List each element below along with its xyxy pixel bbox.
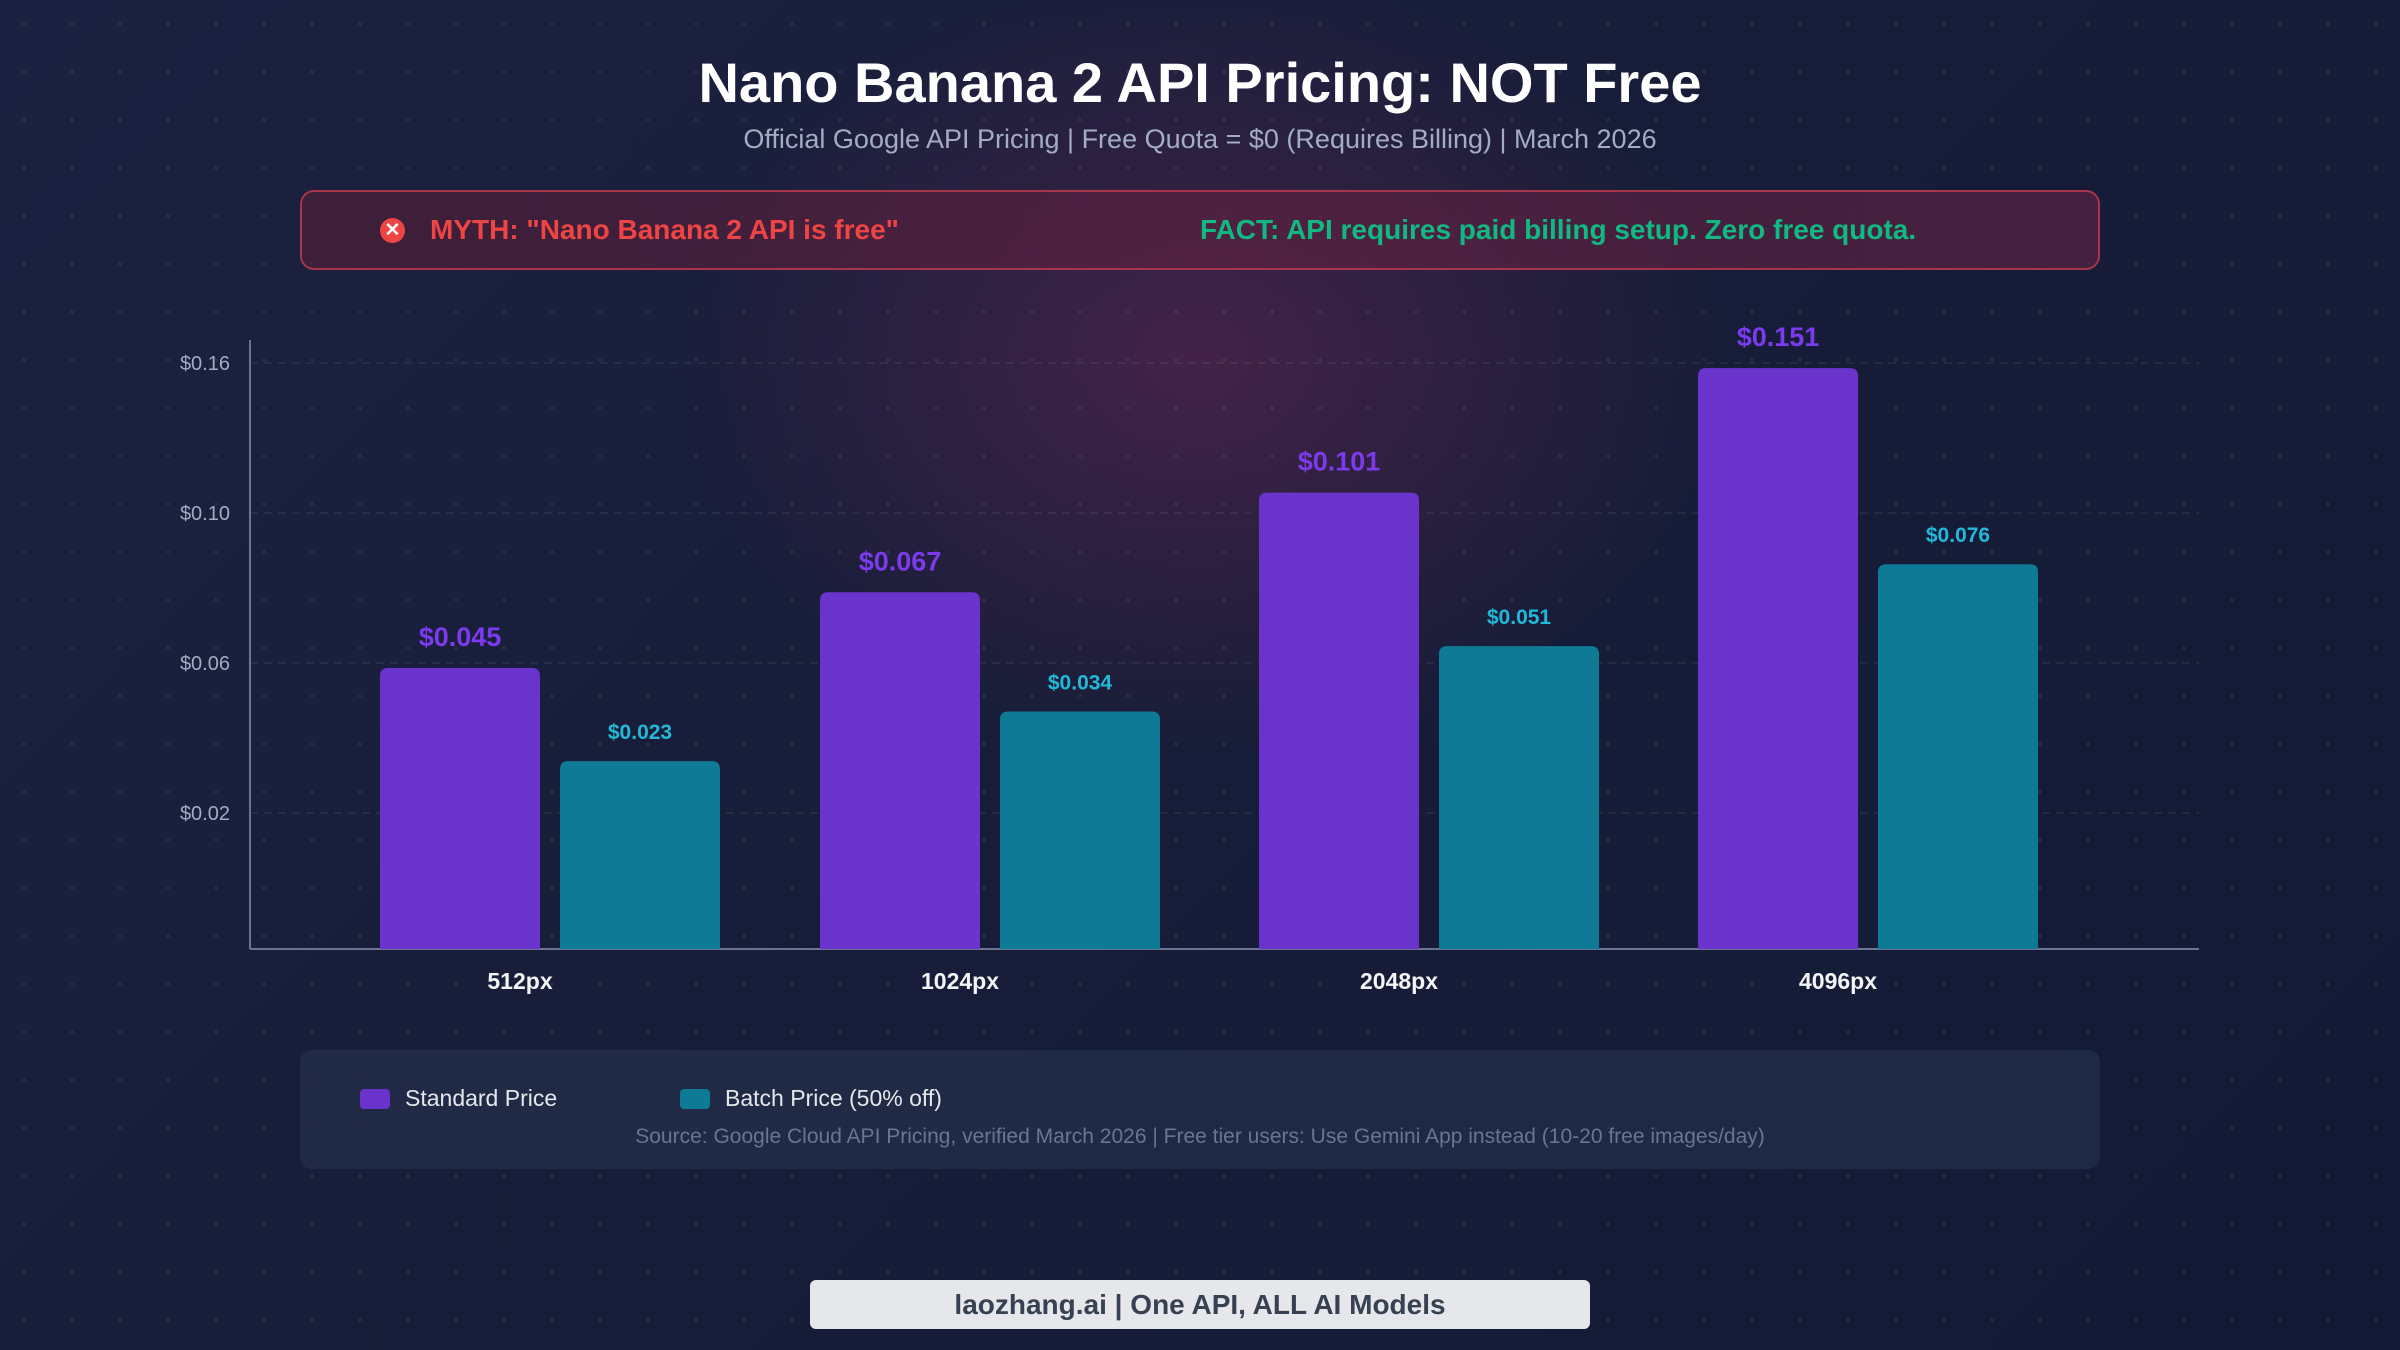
y-tick-label: $0.10 <box>180 503 230 525</box>
bar-standard <box>380 668 540 949</box>
bar-standard <box>1698 368 1858 949</box>
chart-title: Nano Banana 2 API Pricing: NOT Free <box>698 51 1702 114</box>
data-label: $0.045 <box>419 622 502 652</box>
legend <box>300 1050 2100 1169</box>
x-tick-label: 4096px <box>1799 968 1877 994</box>
bar-standard <box>820 592 980 949</box>
x-tick-label: 2048px <box>1360 968 1438 994</box>
bar-batch <box>560 761 720 949</box>
data-label: $0.076 <box>1926 524 1990 547</box>
data-label: $0.034 <box>1048 672 1113 695</box>
data-label: $0.067 <box>859 546 942 576</box>
myth-text: MYTH: "Nano Banana 2 API is free" <box>430 214 899 245</box>
bar-batch <box>1878 564 2038 949</box>
legend-swatch-batch <box>680 1089 710 1109</box>
y-tick-label: $0.16 <box>180 353 230 375</box>
x-tick-label: 512px <box>487 968 552 994</box>
bar-batch <box>1439 646 1599 949</box>
chart-subtitle: Official Google API Pricing | Free Quota… <box>743 124 1657 154</box>
x-circle-icon: ✕ <box>380 218 405 243</box>
source-note: Source: Google Cloud API Pricing, verifi… <box>635 1125 1765 1148</box>
y-tick-label: $0.06 <box>180 653 230 675</box>
data-label: $0.151 <box>1737 322 1820 352</box>
x-tick-label: 1024px <box>921 968 999 994</box>
bar-standard <box>1259 492 1419 949</box>
data-label: $0.051 <box>1487 606 1552 629</box>
legend-label-batch: Batch Price (50% off) <box>725 1085 942 1111</box>
footer-banner: laozhang.ai | One API, ALL AI Models <box>810 1280 1590 1329</box>
data-label: $0.023 <box>608 721 672 744</box>
myth-fact-banner <box>300 190 2100 270</box>
legend-swatch-standard <box>360 1089 390 1109</box>
fact-text: FACT: API requires paid billing setup. Z… <box>1200 214 1917 245</box>
data-label: $0.101 <box>1298 447 1381 477</box>
legend-label-standard: Standard Price <box>405 1085 558 1111</box>
bar-batch <box>1000 711 1160 949</box>
y-tick-label: $0.02 <box>180 803 230 825</box>
